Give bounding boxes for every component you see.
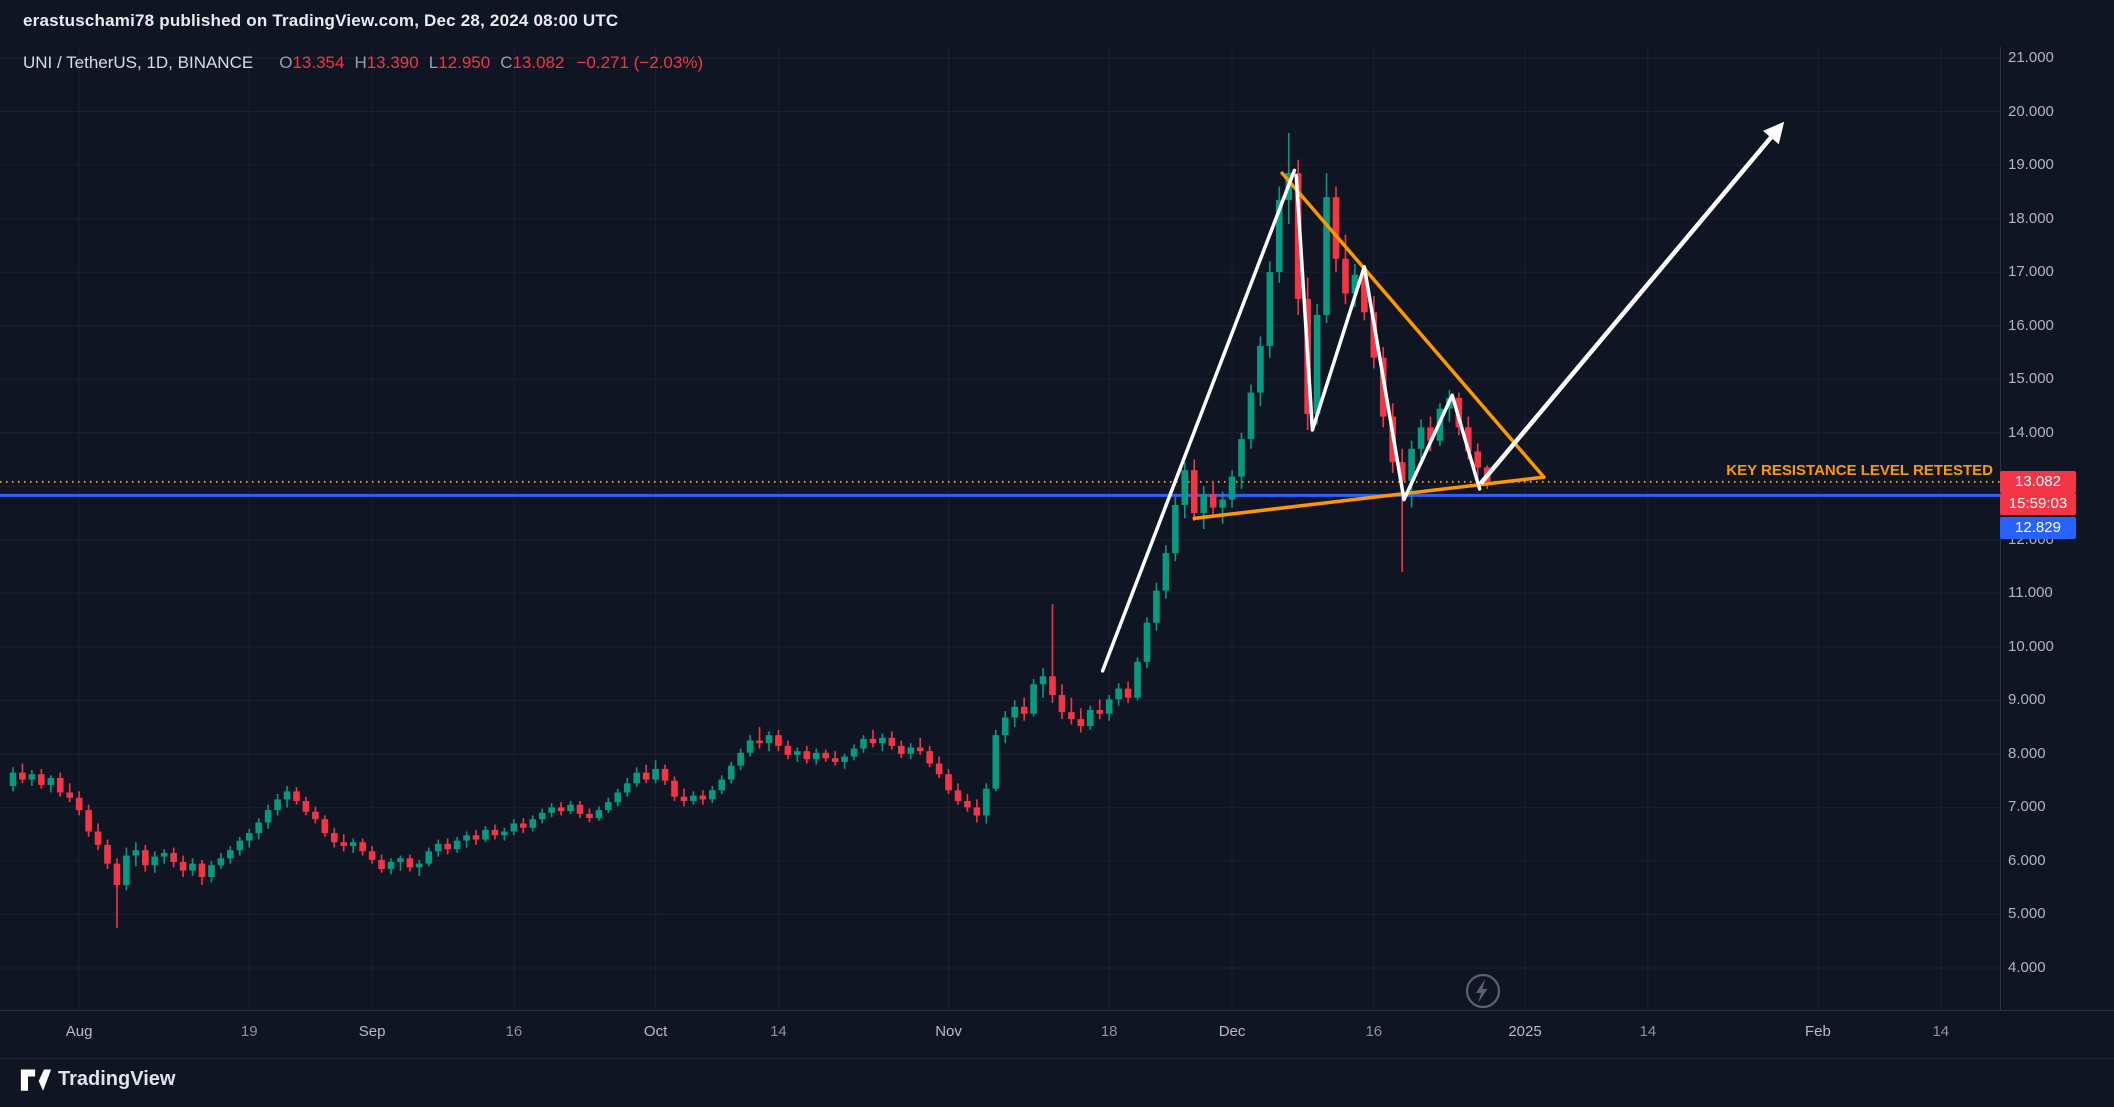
time-tick-label: Sep [358,1023,386,1040]
price-tick-label: 18.000 [2008,209,2054,227]
level-price-label: 12.829 [2000,517,2076,539]
time-tick-label: 16 [1365,1023,1383,1040]
price-tick-label: 7.000 [2008,798,2046,816]
resistance-note[interactable]: KEY RESISTANCE LEVEL RETESTED [1726,462,1993,479]
price-tick-label: 8.000 [2008,744,2046,762]
change-value: −0.271 (−2.03%) [576,53,704,72]
symbol-legend[interactable]: UNI / TetherUS, 1D, BINANCE O13.354 H13.39… [23,53,703,73]
high-label: H [354,53,367,72]
price-tick-label: 20.000 [2008,102,2054,120]
time-tick-label: Feb [1805,1023,1831,1040]
price-tick-label: 10.000 [2008,637,2054,655]
countdown-label: 15:59:03 [2000,493,2076,515]
price-tick-label: 4.000 [2008,959,2046,976]
time-tick-label: 14 [1639,1023,1657,1040]
last-price-label: 13.082 [2000,471,2076,493]
tradingview-logo-icon[interactable] [20,1068,52,1094]
time-tick-label: 2025 [1508,1023,1542,1040]
price-tick-label: 6.000 [2008,851,2046,869]
time-tick-label: Aug [65,1023,93,1040]
low-value: 12.950 [438,53,491,72]
price-tick-label: 19.000 [2008,156,2054,174]
time-tick-label: 14 [770,1023,787,1040]
time-tick-label: Oct [643,1023,668,1040]
price-tick-label: 15.000 [2008,370,2054,388]
open-value: 13.354 [292,53,345,72]
price-tick-label: 14.000 [2008,423,2054,441]
flash-icon [1465,973,1501,1009]
time-tick-label: 14 [1932,1023,1950,1040]
close-value: 13.082 [512,53,565,72]
publisher-line: erastuschami78 published on TradingView.… [23,11,619,30]
price-tick-label: 5.000 [2008,905,2046,923]
price-tick-label: 9.000 [2008,691,2046,709]
open-label: O [279,53,293,72]
price-tick-label: 17.000 [2008,263,2054,281]
tradingview-wordmark[interactable]: TradingView [58,1068,176,1090]
price-tick-label: 21.000 [2008,49,2054,66]
price-tick-label: 11.000 [2008,584,2053,602]
time-tick-label: 16 [505,1023,523,1040]
price-tick-label: 16.000 [2008,316,2054,334]
low-label: L [428,53,439,72]
time-tick-label: Nov [935,1023,962,1040]
time-tick-label: Dec [1218,1023,1246,1040]
close-label: C [500,53,513,72]
time-tick-label: 19 [240,1023,258,1040]
symbol-title: UNI / TetherUS, 1D, BINANCE [23,53,254,72]
high-value: 13.390 [366,53,419,72]
time-tick-label: 18 [1100,1023,1118,1040]
